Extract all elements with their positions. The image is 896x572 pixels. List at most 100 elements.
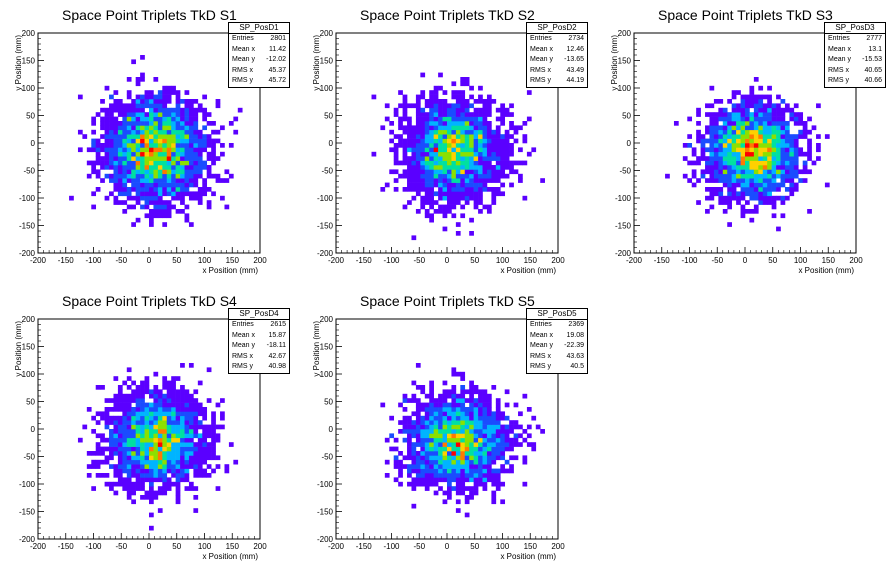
histogram-bin — [500, 446, 506, 452]
histogram-bin — [86, 173, 92, 179]
histogram-bin — [740, 191, 746, 197]
histogram-bin — [455, 129, 461, 135]
histogram-bin — [745, 169, 750, 175]
histogram-bin — [77, 94, 83, 100]
histogram-bin — [482, 429, 488, 434]
histogram-bin — [140, 468, 145, 474]
histogram-bin — [767, 147, 772, 153]
histogram-bin — [513, 160, 519, 166]
histogram-bin — [482, 107, 488, 113]
histogram-bin — [429, 134, 434, 139]
histogram-bin — [206, 429, 212, 434]
histogram-bin — [780, 125, 786, 131]
histogram-bin — [415, 169, 421, 175]
y-tick-label: 0 — [31, 139, 36, 148]
histogram-bin — [157, 508, 163, 513]
histogram-bin — [442, 103, 448, 109]
histogram-bin — [464, 437, 470, 443]
histogram-bin — [438, 411, 443, 417]
histogram-bin — [429, 398, 434, 403]
histogram-bin — [109, 116, 114, 122]
histogram-bin — [727, 121, 732, 126]
histogram-bin — [411, 178, 417, 183]
histogram-bin — [491, 477, 497, 483]
histogram-bin — [504, 446, 510, 452]
histogram-bin — [784, 147, 790, 153]
y-tick-label: -200 — [317, 535, 334, 544]
histogram-bin — [784, 125, 790, 131]
histogram-bin — [771, 169, 777, 175]
histogram-bin — [745, 129, 750, 135]
histogram-bin — [109, 94, 114, 100]
histogram-bin — [135, 437, 141, 443]
histogram-bin — [429, 156, 434, 161]
histogram-bin — [682, 143, 688, 148]
histogram-bin — [140, 437, 145, 443]
histogram-bin — [740, 147, 746, 153]
histogram-bin — [504, 134, 510, 139]
histogram-bin — [402, 143, 408, 148]
histogram-bin — [144, 429, 150, 434]
histogram-bin — [473, 402, 479, 408]
histogram-bin — [451, 129, 457, 135]
histogram-bin — [117, 129, 123, 135]
histogram-bin — [722, 151, 728, 157]
histogram-bin — [411, 182, 417, 188]
histogram-bin — [442, 455, 448, 461]
histogram-bin — [162, 451, 168, 456]
histogram-bin — [140, 112, 145, 117]
histogram-bin — [478, 165, 483, 170]
histogram-bin — [767, 107, 772, 113]
histogram-bin — [166, 138, 172, 144]
histogram-bin — [113, 195, 119, 201]
histogram-bin — [433, 143, 439, 148]
histogram-bin — [415, 182, 421, 188]
histogram-bin — [727, 138, 732, 144]
histogram-bin — [442, 187, 448, 192]
histogram-bin — [482, 407, 488, 412]
histogram-bin — [802, 121, 808, 126]
histogram-bin — [460, 173, 466, 179]
histogram-bin — [149, 178, 154, 183]
histogram-bin — [429, 424, 434, 430]
histogram-bin — [411, 160, 417, 166]
histogram-bin — [131, 99, 136, 104]
histogram-bin — [144, 411, 150, 417]
histogram-bin — [175, 138, 181, 144]
histogram-bin — [486, 477, 492, 483]
histogram-bin — [438, 173, 443, 179]
histogram-bin — [122, 169, 128, 175]
histogram-bin — [478, 209, 483, 214]
histogram-bin — [473, 486, 479, 491]
histogram-bin — [460, 464, 466, 469]
histogram-bin — [197, 407, 203, 412]
histogram-bin — [211, 121, 216, 126]
histogram-bin — [415, 468, 421, 474]
histogram-bin — [211, 173, 216, 179]
histogram-bin — [95, 446, 101, 452]
histogram-bin — [718, 160, 724, 166]
chart-title: Space Point Triplets TkD S2 — [360, 7, 535, 23]
histogram-bin — [77, 437, 83, 443]
histogram-bin — [384, 116, 390, 122]
histogram-bin — [166, 468, 172, 474]
histogram-bin — [149, 525, 154, 531]
histogram-bin — [153, 429, 159, 434]
histogram-bin — [131, 107, 136, 113]
histogram-bin — [215, 402, 221, 408]
histogram-bin — [131, 129, 136, 135]
y-tick-label: 100 — [618, 84, 632, 93]
y-tick-label: -150 — [19, 508, 36, 517]
histogram-bin — [442, 398, 448, 403]
histogram-bin — [798, 134, 804, 139]
histogram-bin — [180, 459, 185, 465]
histogram-bin — [415, 187, 421, 192]
histogram-bin — [482, 138, 488, 144]
histogram-bin — [722, 116, 728, 122]
stats-row: Entries 2615 — [229, 320, 289, 331]
histogram-bin — [691, 182, 697, 188]
histogram-bin — [162, 385, 168, 390]
histogram-bin — [780, 173, 786, 179]
histogram-bin — [415, 125, 421, 131]
histogram-bin — [166, 121, 172, 126]
